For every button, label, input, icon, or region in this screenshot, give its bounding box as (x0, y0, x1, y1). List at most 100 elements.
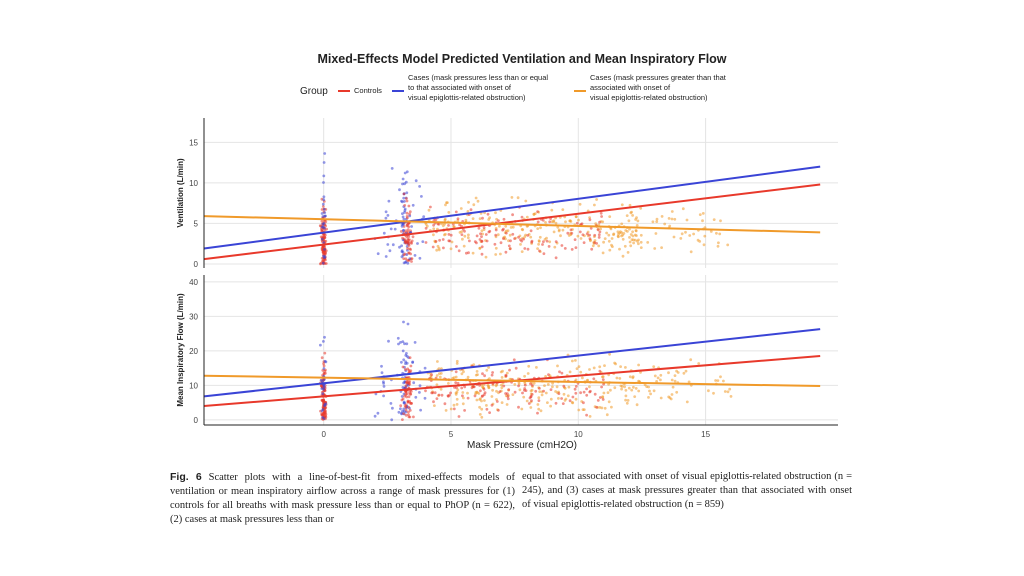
data-point (589, 237, 592, 240)
data-point (674, 380, 677, 383)
data-point (707, 389, 710, 392)
data-point (555, 402, 558, 405)
data-point (653, 389, 656, 392)
data-point (322, 198, 325, 201)
data-point (407, 406, 410, 409)
data-point (574, 359, 577, 362)
data-point (593, 204, 596, 207)
data-point (322, 203, 325, 206)
data-point (433, 404, 436, 407)
data-point (483, 226, 486, 229)
data-point (724, 390, 727, 393)
data-point (671, 393, 674, 396)
data-point (494, 243, 497, 246)
data-point (477, 200, 480, 203)
data-point (424, 367, 427, 370)
data-point (485, 369, 488, 372)
data-point (408, 380, 411, 383)
data-point (730, 395, 733, 398)
data-point (718, 233, 721, 236)
data-point (541, 394, 544, 397)
data-point (450, 247, 453, 250)
data-point (459, 231, 462, 234)
data-point (460, 207, 463, 210)
data-point (479, 413, 482, 416)
data-point (608, 400, 611, 403)
data-point (599, 228, 602, 231)
data-point (463, 230, 466, 233)
data-point (542, 219, 545, 222)
data-point (323, 222, 326, 225)
data-point (599, 396, 602, 399)
data-point (530, 241, 533, 244)
data-point (555, 222, 558, 225)
data-point (399, 404, 402, 407)
data-point (582, 401, 585, 404)
data-point (467, 201, 470, 204)
data-point (447, 211, 450, 214)
data-point (533, 382, 536, 385)
data-point (441, 394, 444, 397)
data-point (562, 229, 565, 232)
data-point (600, 386, 603, 389)
data-point (513, 237, 516, 240)
data-point (401, 183, 404, 186)
data-point (574, 388, 577, 391)
data-point (455, 370, 458, 373)
data-point (437, 245, 440, 248)
data-point (594, 393, 597, 396)
fit-line (204, 216, 820, 232)
data-point (519, 388, 522, 391)
data-point (385, 217, 388, 220)
data-point (523, 387, 526, 390)
data-point (483, 388, 486, 391)
data-point (405, 396, 408, 399)
data-point (555, 240, 558, 243)
data-point (447, 239, 450, 242)
data-point (498, 225, 501, 228)
data-point (689, 358, 692, 361)
data-point (422, 215, 425, 218)
data-point (623, 385, 626, 388)
data-point (447, 224, 450, 227)
y-tick-label: 40 (189, 278, 198, 287)
data-point (497, 233, 500, 236)
data-point (549, 405, 552, 408)
data-point (425, 241, 428, 244)
data-point (576, 222, 579, 225)
data-point (524, 384, 527, 387)
data-point (655, 220, 658, 223)
data-point (323, 195, 326, 198)
data-point (463, 235, 466, 238)
data-point (509, 234, 512, 237)
data-point (467, 376, 470, 379)
data-point (593, 234, 596, 237)
data-point (628, 387, 631, 390)
data-point (517, 406, 520, 409)
data-point (547, 373, 550, 376)
data-point (455, 392, 458, 395)
data-point (625, 389, 628, 392)
data-point (628, 219, 631, 222)
y-tick-label: 5 (194, 219, 199, 228)
data-point (567, 394, 570, 397)
data-point (675, 370, 678, 373)
data-point (406, 362, 409, 365)
data-point (571, 248, 574, 251)
data-point (405, 342, 408, 345)
data-point (380, 365, 383, 368)
data-point (702, 212, 705, 215)
data-point (572, 396, 575, 399)
data-point (657, 377, 660, 380)
data-point (668, 217, 671, 220)
data-point (507, 388, 510, 391)
data-point (583, 408, 586, 411)
data-point (593, 241, 596, 244)
data-point (697, 239, 700, 242)
data-point (526, 216, 529, 219)
data-point (601, 376, 604, 379)
data-point (456, 362, 459, 365)
data-point (684, 231, 687, 234)
data-point (674, 374, 677, 377)
data-point (545, 392, 548, 395)
